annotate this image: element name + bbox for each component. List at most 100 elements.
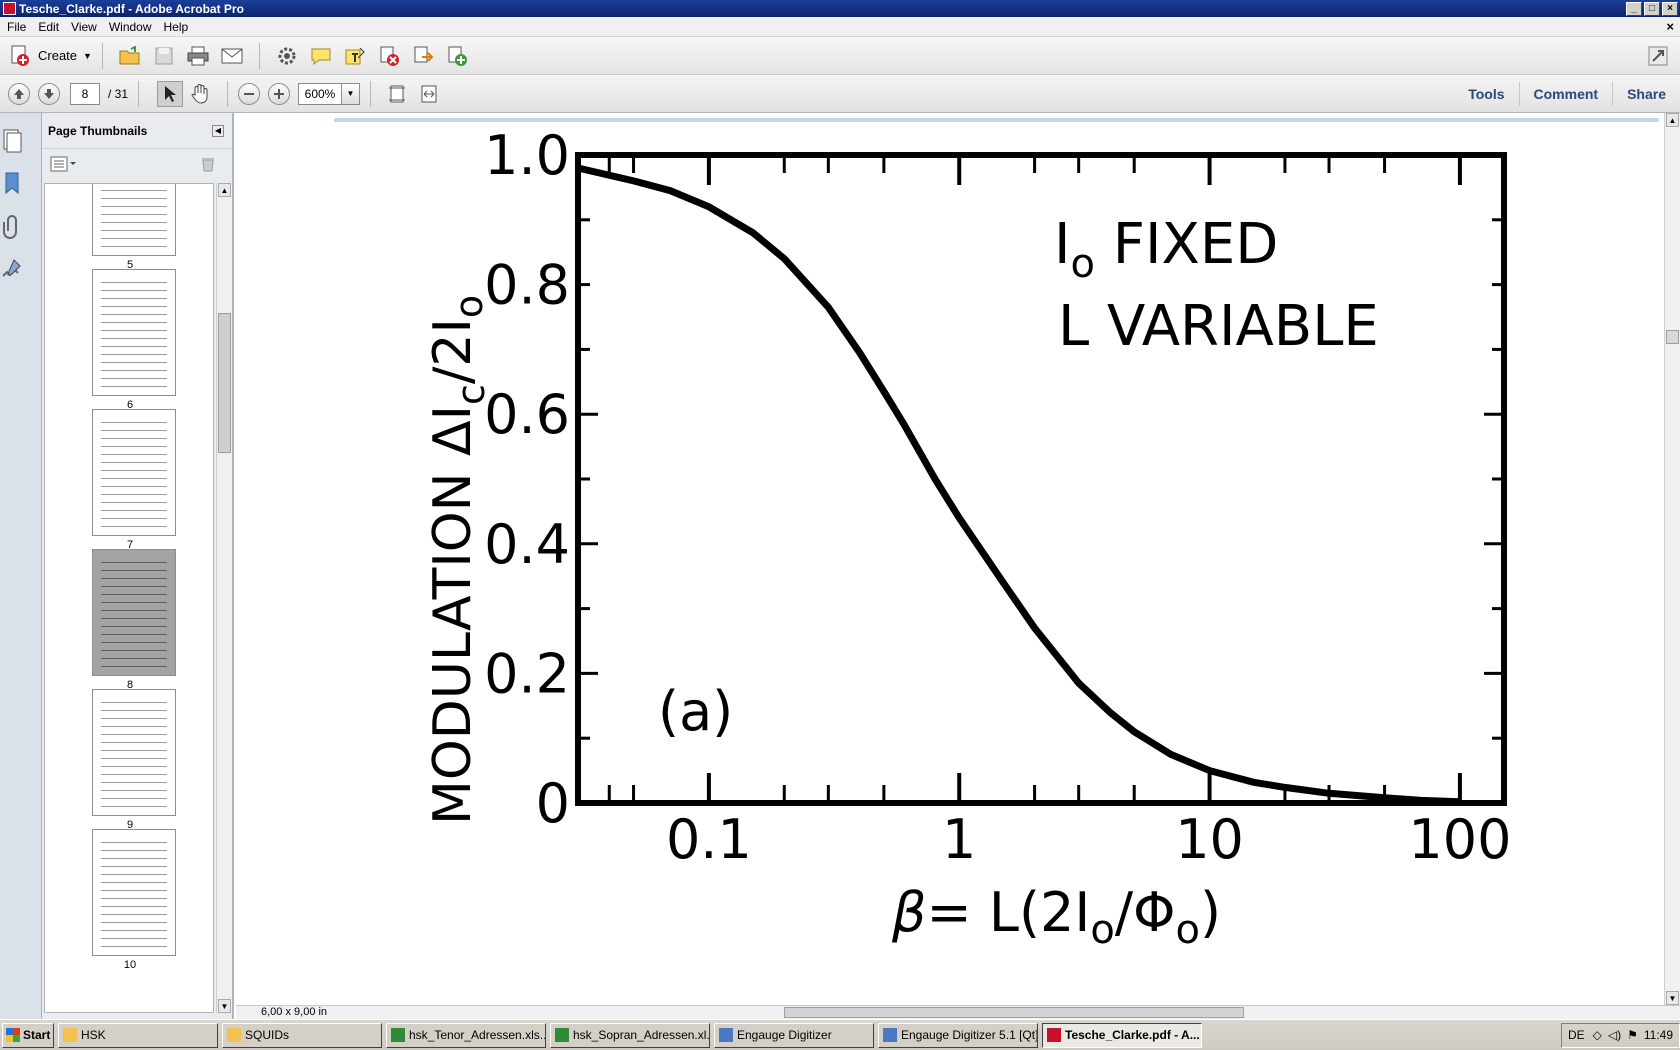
arrow-up-icon <box>14 88 24 99</box>
page-thumbnail[interactable] <box>92 269 176 396</box>
extract-pages-icon[interactable] <box>411 44 435 68</box>
expand-icon[interactable] <box>1646 44 1670 68</box>
previous-page-button[interactable] <box>8 82 30 105</box>
y-tick-label: 0 <box>536 772 570 835</box>
close-window-button[interactable]: × <box>1662 1 1678 16</box>
page-thumbnail[interactable] <box>92 829 176 956</box>
scrollbar-thumb[interactable] <box>784 1007 1244 1018</box>
thumbnail-text-line <box>101 562 167 563</box>
zoom-select[interactable]: 600% ▼ <box>298 82 361 105</box>
scroll-up-icon[interactable]: ▲ <box>218 183 231 197</box>
taskbar-button[interactable]: Engauge Digitizer 5.1 [Qt] <box>878 1022 1038 1048</box>
thumbnail-scrollbar[interactable]: ▲ ▼ <box>216 183 232 1013</box>
taskbar-button[interactable]: SQUIDs <box>222 1022 382 1048</box>
windows-logo-icon <box>6 1028 20 1042</box>
thumbnail-text-line <box>101 346 167 347</box>
scroll-up-icon[interactable]: ▲ <box>1666 113 1679 127</box>
delete-page-icon[interactable] <box>377 44 401 68</box>
menu-window[interactable]: Window <box>108 19 152 34</box>
menu-file[interactable]: File <box>7 19 27 34</box>
page-thumbnail[interactable] <box>92 184 176 256</box>
chevron-down-icon[interactable]: ▼ <box>342 82 361 105</box>
document-view[interactable]: 0.1 1 10 100 0 0.2 0.4 0.6 0.8 1.0 Io FIXED L VAR… <box>236 113 1664 1005</box>
trash-icon[interactable] <box>200 156 216 172</box>
network-icon[interactable]: ◇ <box>1592 1028 1602 1042</box>
thumbnail-text-line <box>101 898 167 899</box>
minimize-button[interactable]: _ <box>1626 1 1642 16</box>
taskbar-button[interactable]: HSK <box>58 1022 218 1048</box>
zoom-value[interactable]: 600% <box>298 82 343 105</box>
restore-button[interactable]: □ <box>1644 1 1660 16</box>
taskbar-button[interactable]: Tesche_Clarke.pdf - A... <box>1042 1022 1202 1048</box>
flag-icon[interactable]: ⚑ <box>1627 1028 1638 1042</box>
taskbar-button[interactable]: Engauge Digitizer <box>714 1022 874 1048</box>
thumbnail-text-line <box>101 658 167 659</box>
title-bar: Tesche_Clarke.pdf - Adobe Acrobat Pro _ … <box>0 0 1680 17</box>
start-button[interactable]: Start <box>2 1022 54 1048</box>
thumbnail-text-line <box>101 634 167 635</box>
page-thumbnails-icon[interactable] <box>0 127 24 153</box>
collapse-panel-button[interactable]: ◀ <box>212 124 224 137</box>
thumbnail-text-line <box>101 602 167 603</box>
taskbar-button[interactable]: hsk_Sopran_Adressen.xl... <box>550 1022 710 1048</box>
print-icon[interactable] <box>186 44 210 68</box>
y-axis-label: MODULATION ΔIc/2Io <box>423 295 493 825</box>
folder-icon <box>63 1028 77 1042</box>
toolbar-divider <box>227 80 229 107</box>
thumbnail-text-line <box>101 842 167 843</box>
menu-edit[interactable]: Edit <box>38 19 60 34</box>
thumbnail-text-line <box>101 618 167 619</box>
gear-icon[interactable] <box>275 44 299 68</box>
save-icon[interactable] <box>152 44 176 68</box>
fit-width-button[interactable] <box>417 82 441 106</box>
thumbnail-page-number: 8 <box>126 679 134 691</box>
scroll-down-icon[interactable]: ▼ <box>1666 991 1679 1005</box>
share-pane-button[interactable]: Share <box>1612 81 1680 106</box>
select-tool-button[interactable] <box>157 80 184 107</box>
paperclip-icon[interactable] <box>0 213 24 239</box>
menu-help[interactable]: Help <box>163 19 189 34</box>
language-indicator[interactable]: DE <box>1567 1028 1585 1042</box>
hand-tool-button[interactable] <box>188 82 212 106</box>
comment-pane-button[interactable]: Comment <box>1518 81 1613 106</box>
zoom-in-button[interactable] <box>268 82 291 105</box>
thumbnail-text-line <box>101 766 167 767</box>
y-tick-label: 1.0 <box>484 124 570 187</box>
tools-pane-button[interactable]: Tools <box>1468 85 1505 102</box>
taskbar-button[interactable]: hsk_Tenor_Adressen.xls... <box>386 1022 546 1048</box>
volume-icon[interactable]: ◁) <box>1607 1028 1622 1042</box>
scrollbar-thumb[interactable] <box>218 313 231 453</box>
panel-header: Page Thumbnails ◀ <box>42 113 232 149</box>
zoom-out-button[interactable] <box>238 82 261 105</box>
comment-bubble-icon[interactable] <box>309 44 333 68</box>
scroll-down-icon[interactable]: ▼ <box>218 999 231 1013</box>
highlight-text-icon[interactable] <box>343 44 367 68</box>
signature-icon[interactable] <box>0 256 24 282</box>
scrollbar-thumb[interactable] <box>1666 330 1679 344</box>
document-vertical-scrollbar[interactable]: ▲ ▼ <box>1664 113 1680 1005</box>
close-document-button[interactable]: × <box>1666 19 1674 34</box>
open-folder-icon[interactable] <box>118 44 142 68</box>
thumbnail-list[interactable]: 5 6 7 8 9 10 <box>44 183 214 1013</box>
thumbnail-text-line <box>101 526 167 527</box>
page-thumbnail[interactable] <box>92 689 176 816</box>
excel-icon <box>391 1028 405 1042</box>
annotation-io-fixed: Io FIXED <box>1054 212 1278 287</box>
page-number-input[interactable]: 8 <box>70 82 100 105</box>
folder-icon <box>227 1028 241 1042</box>
page-thumbnail[interactable] <box>92 549 176 676</box>
thumbnail-text-line <box>101 446 167 447</box>
create-button[interactable]: Create ▼ <box>10 45 92 67</box>
thumbnail-text-line <box>101 710 167 711</box>
email-icon[interactable] <box>220 44 244 68</box>
task-pane-links: Tools Comment Share <box>1454 75 1680 112</box>
document-horizontal-scrollbar[interactable] <box>354 1007 1644 1018</box>
bookmark-icon[interactable] <box>0 170 24 196</box>
menu-view[interactable]: View <box>71 19 97 34</box>
next-page-button[interactable] <box>38 82 60 105</box>
fit-page-button[interactable] <box>385 82 409 106</box>
modulation-curve <box>577 164 1461 806</box>
page-thumbnail[interactable] <box>92 409 176 536</box>
insert-pages-icon[interactable] <box>445 44 469 68</box>
options-menu-icon[interactable] <box>50 156 76 172</box>
